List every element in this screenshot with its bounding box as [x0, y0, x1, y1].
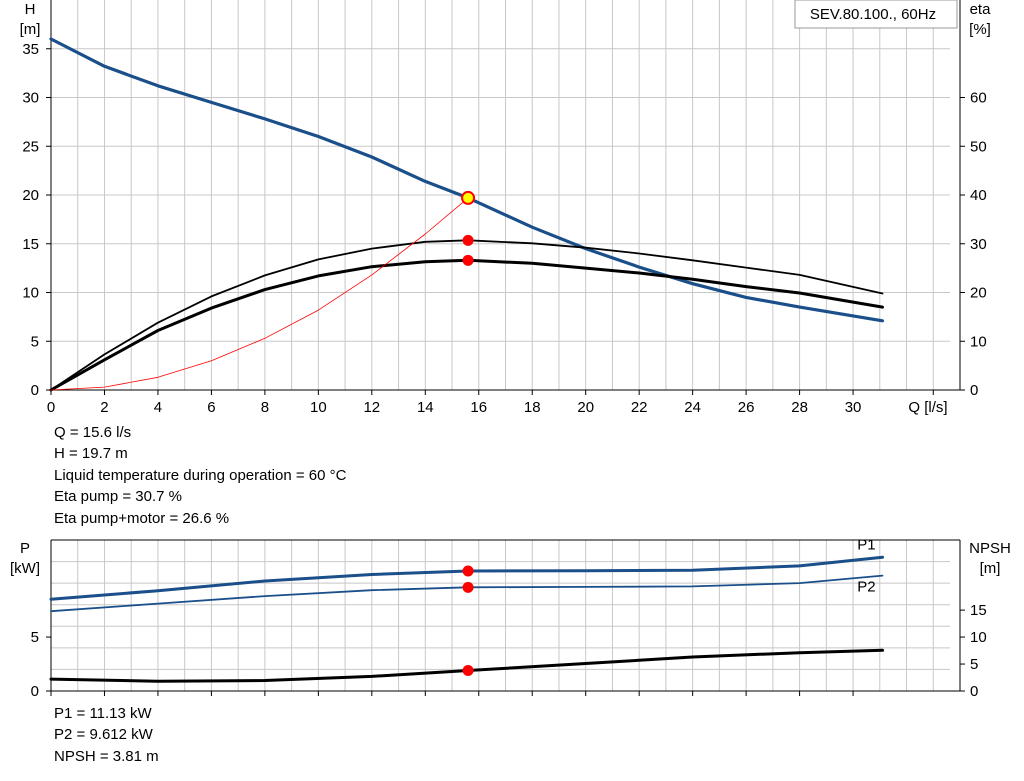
chart1-y-right-tick-label: 30 — [970, 236, 987, 253]
chart1-y-left-tick-label: 10 — [22, 285, 39, 302]
chart2-y-right-label-line-1: [m] — [980, 560, 1001, 577]
chart1-series-3 — [50, 197, 469, 391]
pump-title-box — [794, 0, 958, 29]
power-info: P1 = 11.13 kW P2 = 9.612 kW NPSH = 3.81 … — [54, 703, 159, 767]
chart1-y-right-label-line-0: eta — [970, 1, 992, 18]
chart1-x-tick-label: 12 — [363, 399, 380, 416]
chart1-y-right-tick-label: 40 — [970, 187, 987, 204]
chart1-x-tick-label: 28 — [791, 399, 808, 416]
chart1-y-left-tick-label: 30 — [22, 90, 39, 107]
info-eta-pump: Eta pump = 30.7 % — [54, 488, 182, 506]
chart1-x-tick-label: 14 — [417, 399, 434, 416]
chart1-x-tick-label: 26 — [738, 399, 755, 416]
chart2-marker-2 — [462, 664, 474, 676]
chart2-y-right-label-line-0: NPSH — [969, 540, 1011, 557]
chart1-y-right-tick-label: 20 — [970, 285, 987, 302]
chart2-y-right-tick-label: 15 — [970, 602, 987, 619]
chart2-marker-0 — [462, 565, 474, 577]
chart1-series-2 — [49, 258, 884, 392]
info-eta-pump-motor: Eta pump+motor = 26.6 % — [54, 509, 230, 527]
chart1-y-right-label-line-1: [%] — [969, 21, 991, 38]
chart1-y-right-tick-label: 10 — [970, 333, 987, 350]
chart1-x-tick-label: 10 — [310, 399, 327, 416]
chart1-x-tick-label: 20 — [577, 399, 594, 416]
chart1-y-left-label-line-0: H — [25, 1, 36, 18]
chart1-y-left-tick-label: 5 — [31, 333, 39, 350]
chart1-x-tick-label: 8 — [261, 399, 269, 416]
chart1-y-left-tick-label: 0 — [31, 382, 39, 399]
chart2-series-label-P1: P1 — [857, 536, 875, 553]
chart1-duty-point-marker — [461, 190, 476, 205]
chart2-y-left-label-line-0: P — [20, 540, 30, 557]
chart1-y-left-tick-label: 25 — [22, 138, 39, 155]
chart1-marker-2 — [462, 254, 474, 266]
chart1-y-left-tick-label: 15 — [22, 236, 39, 253]
pump-title: SEV.80.100., 60Hz — [810, 6, 936, 23]
chart2-y-right-tick-label: 5 — [970, 656, 978, 673]
chart1-x-tick-label: 16 — [470, 399, 487, 416]
chart1-series-1 — [50, 239, 884, 391]
chart1-x-tick-label: 30 — [845, 399, 862, 416]
chart1-x-tick-label: 24 — [684, 399, 701, 416]
chart1-y-right-tick-label: 60 — [970, 90, 987, 107]
chart1-y-right-tick-label: 0 — [970, 382, 978, 399]
chart1-x-tick-label: 6 — [207, 399, 215, 416]
chart2-y-left-label-line-1: [kW] — [10, 560, 40, 577]
chart2-series-label-P2: P2 — [857, 579, 875, 596]
chart2-marker-1 — [462, 581, 474, 593]
chart1-x-tick-label: 18 — [524, 399, 541, 416]
chart1-x-tick-label: 0 — [47, 399, 55, 416]
chart2-y-right-tick-label: 10 — [970, 629, 987, 646]
info-liquid-temperature: Liquid temperature during operation = 60… — [54, 466, 347, 484]
chart2-series-1 — [50, 574, 884, 613]
chart1-y-right-tick-label: 50 — [970, 138, 987, 155]
chart1-y-left-tick-label: 35 — [22, 41, 39, 58]
chart1-x-tick-label: 2 — [100, 399, 108, 416]
chart2-y-right-tick-label: 0 — [970, 683, 978, 700]
info-head: H = 19.7 m — [54, 445, 128, 463]
chart1-x-tick-label: 4 — [154, 399, 162, 416]
chart1-y-left-label-line-1: [m] — [20, 21, 41, 38]
chart2-y-left-tick-label: 0 — [31, 683, 39, 700]
chart1-x-axis-label: Q [l/s] — [908, 399, 947, 416]
chart2-y-left-tick-label: 5 — [31, 629, 39, 646]
info-p1: P1 = 11.13 kW — [54, 705, 152, 722]
info-flow: Q = 15.6 l/s — [54, 424, 132, 441]
duty-point-info: Q = 15.6 l/s H = 19.7 m Liquid temperatu… — [54, 422, 346, 529]
info-npsh: NPSH = 3.81 m — [54, 747, 159, 765]
info-p2: P2 = 9.612 kW — [54, 726, 153, 744]
chart2-series-0 — [49, 555, 884, 601]
chart1-y-left-tick-label: 20 — [22, 187, 39, 204]
chart1-series-0 — [49, 37, 885, 323]
chart1-marker-1 — [462, 234, 474, 246]
chart1-x-tick-label: 22 — [631, 399, 648, 416]
